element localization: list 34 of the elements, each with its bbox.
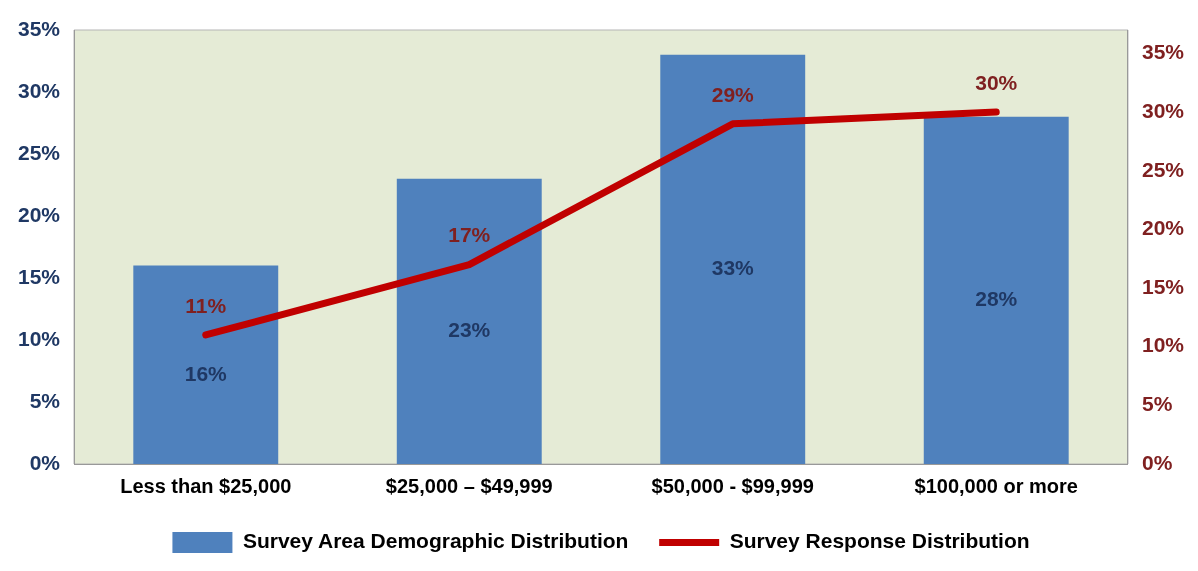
- y2-tick-label: 15%: [1141, 274, 1185, 298]
- bar: [923, 116, 1069, 464]
- x-tick-label: $25,000 – $49,999: [385, 474, 553, 497]
- x-tick-label: $100,000 or more: [914, 474, 1078, 497]
- data-label: 30%: [975, 70, 1018, 94]
- y-tick-label: 30%: [18, 78, 61, 102]
- bar: [133, 265, 279, 464]
- data-label: 33%: [711, 256, 755, 280]
- y2-tick-label: 30%: [1141, 98, 1185, 122]
- y2-tick-label: 0%: [1141, 450, 1173, 474]
- data-label: 29%: [711, 82, 755, 106]
- y-tick-label: 20%: [18, 202, 61, 226]
- data-label: 28%: [975, 287, 1018, 311]
- y2-tick-label: 35%: [1141, 40, 1185, 64]
- y-tick-label: 0%: [29, 450, 61, 474]
- bar: [396, 178, 542, 464]
- y2-tick-label: 5%: [1141, 392, 1173, 416]
- y-tick-label: 5%: [29, 388, 61, 412]
- bar: [660, 54, 806, 464]
- y-tick-label: 25%: [18, 140, 61, 164]
- y-tick-label: 35%: [18, 16, 61, 40]
- data-label: 17%: [448, 223, 491, 247]
- y-tick-label: 15%: [18, 264, 61, 288]
- y2-tick-label: 25%: [1141, 157, 1185, 181]
- y2-tick-label: 20%: [1141, 216, 1185, 240]
- data-label: 23%: [448, 318, 491, 342]
- y-tick-label: 10%: [18, 326, 61, 350]
- x-tick-label: $50,000 - $99,999: [651, 474, 814, 497]
- legend-label: Survey Response Distribution: [729, 529, 1030, 553]
- x-tick-label: Less than $25,000: [120, 474, 292, 497]
- data-label: 11%: [185, 293, 227, 317]
- legend-label: Survey Area Demographic Distribution: [242, 529, 629, 553]
- data-label: 16%: [184, 361, 228, 385]
- y2-tick-label: 10%: [1141, 333, 1185, 357]
